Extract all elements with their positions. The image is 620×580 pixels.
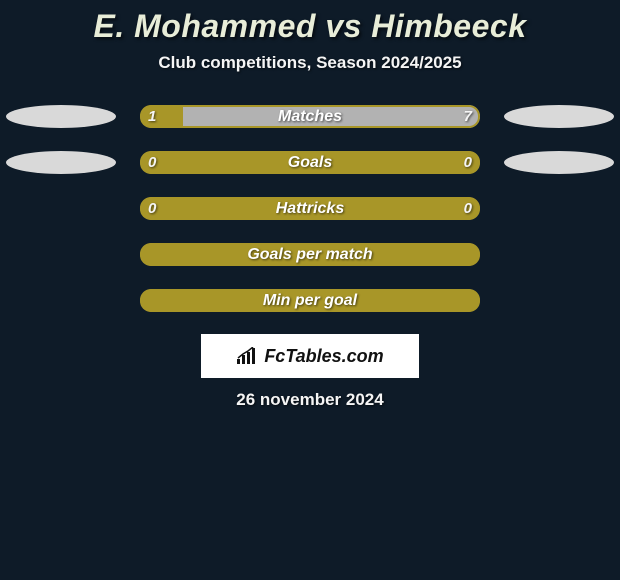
stat-bar: Min per goal bbox=[140, 289, 480, 312]
stat-bar: Goals per match bbox=[140, 243, 480, 266]
stat-row: Matches1 7 bbox=[0, 105, 620, 128]
stat-row: Goals per match bbox=[0, 243, 620, 266]
stat-bar: Matches bbox=[140, 105, 480, 128]
stat-value-right: 7 bbox=[444, 105, 472, 128]
subtitle: Club competitions, Season 2024/2025 bbox=[0, 53, 620, 73]
brand-badge: FcTables.com bbox=[201, 334, 419, 378]
chart-icon bbox=[236, 347, 258, 365]
stat-value-left: 1 bbox=[148, 105, 176, 128]
comparison-card: E. Mohammed vs Himbeeck Club competition… bbox=[0, 0, 620, 410]
brand-text: FcTables.com bbox=[264, 346, 383, 367]
stat-rows: Matches17Goals00Hattricks00Goals per mat… bbox=[0, 105, 620, 312]
stat-bar: Hattricks bbox=[140, 197, 480, 220]
page-title: E. Mohammed vs Himbeeck bbox=[0, 8, 620, 45]
stat-row: Hattricks0 0 bbox=[0, 197, 620, 220]
player-pill-right bbox=[504, 105, 614, 128]
player-pill-left bbox=[6, 151, 116, 174]
date-text: 26 november 2024 bbox=[0, 390, 620, 410]
stat-label: Matches bbox=[140, 105, 480, 128]
stat-label: Goals per match bbox=[140, 243, 480, 266]
stat-value-right: 0 bbox=[444, 197, 472, 220]
stat-label: Goals bbox=[140, 151, 480, 174]
stat-bar: Goals bbox=[140, 151, 480, 174]
stat-value-right: 0 bbox=[444, 151, 472, 174]
stat-value-left: 0 bbox=[148, 197, 176, 220]
player-pill-left bbox=[6, 105, 116, 128]
stat-label: Hattricks bbox=[140, 197, 480, 220]
stat-row: Min per goal bbox=[0, 289, 620, 312]
stat-label: Min per goal bbox=[140, 289, 480, 312]
stat-value-left: 0 bbox=[148, 151, 176, 174]
player-pill-right bbox=[504, 151, 614, 174]
stat-row: Goals0 0 bbox=[0, 151, 620, 174]
